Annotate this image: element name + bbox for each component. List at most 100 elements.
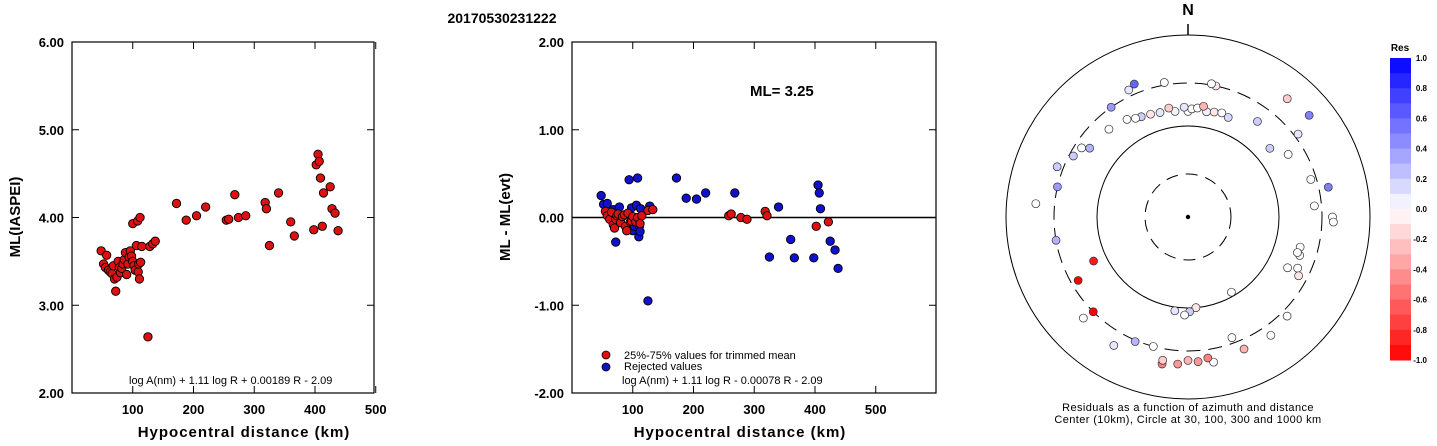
trimmed-point — [726, 209, 736, 219]
middle-x-tick-label: 300 — [743, 402, 765, 417]
left-x-tick-label: 500 — [365, 402, 387, 417]
polar-residual-point — [1282, 94, 1292, 104]
left-x-tick-label: 200 — [183, 402, 205, 417]
left-x-tick-label: 100 — [122, 402, 144, 417]
left-x-axis-label: Hypocentral distance (km) — [138, 424, 351, 441]
colorbar-cell — [1390, 118, 1411, 134]
magnitude-point — [181, 215, 191, 225]
figure-title: 20170530231222 — [447, 10, 556, 26]
polar-residual-point — [1131, 113, 1140, 123]
middle-x-axis-label: Hypocentral distance (km) — [634, 424, 847, 441]
magnitude-point — [134, 274, 145, 284]
trimmed-point — [823, 217, 834, 227]
magnitude-point — [330, 208, 340, 218]
colorbar-cell — [1390, 58, 1411, 74]
polar-residual-point — [1310, 201, 1319, 211]
middle-formula: log A(nm) + 1.11 log R - 0.00078 R - 2.0… — [622, 375, 823, 387]
north-label: N — [1182, 2, 1194, 19]
legend: 25%-75% values for trimmed mean Rejected… — [601, 350, 796, 373]
trimmed-point — [811, 221, 821, 231]
middle-y-tick-label: 0.00 — [539, 211, 564, 226]
magnitude-point — [143, 332, 153, 342]
polar-residual-point — [1227, 333, 1237, 343]
rejected-point — [624, 175, 634, 185]
middle-x-tick-label: 400 — [804, 402, 826, 417]
magnitude-point — [314, 156, 324, 166]
polar-residual-point — [1129, 79, 1139, 89]
polar-residual-point — [1266, 330, 1276, 340]
polar-residual-point — [1293, 248, 1302, 257]
magnitude-point — [135, 257, 146, 267]
polar-residual-point — [1124, 85, 1134, 95]
ring-30km — [1144, 173, 1232, 261]
magnitude-point — [111, 286, 121, 296]
polar-residual-point — [1304, 110, 1314, 120]
left-y-tick-label: 3.00 — [39, 298, 64, 313]
rejected-point — [830, 245, 840, 255]
magnitude-point — [315, 173, 326, 183]
middle-points — [596, 173, 843, 306]
polar-residual-point — [1089, 256, 1098, 266]
polar-residual-point — [1159, 78, 1169, 87]
colorbar-cell — [1390, 193, 1411, 210]
middle-x-tick-label: 200 — [683, 402, 705, 417]
polar-residual-point — [1293, 129, 1303, 139]
polar-residual-point — [1130, 337, 1140, 346]
polar-residual-point — [1085, 143, 1095, 153]
middle-y-tick-label: -2.00 — [534, 386, 564, 401]
magnitude-point — [101, 250, 112, 260]
magnitude-point — [171, 198, 182, 209]
polar-residual-point — [1265, 143, 1275, 153]
polar-residual-point — [1227, 287, 1236, 297]
rejected-point — [691, 194, 702, 204]
polar-residual-point — [1148, 342, 1158, 351]
magnitude-point — [122, 269, 132, 280]
polar-residual-point — [1183, 356, 1193, 365]
polar-caption-line2: Center (10km), Circle at 30, 100, 300 an… — [1054, 414, 1321, 426]
polar-residual-point — [1158, 355, 1168, 365]
polar-residual-point — [1170, 306, 1180, 316]
rejected-point — [671, 173, 682, 183]
colorbar-cell — [1390, 148, 1411, 165]
legend-trimmed-marker — [601, 350, 611, 360]
colorbar-title: Res — [1391, 43, 1410, 54]
magnitude-point — [150, 236, 160, 246]
magnitude-point — [333, 226, 343, 236]
magnitude-point — [137, 241, 147, 252]
trimmed-point — [635, 218, 645, 229]
rejected-point — [611, 237, 621, 247]
middle-y-axis-label: ML - ML(evt) — [497, 173, 514, 261]
colorbar-cell — [1390, 284, 1411, 301]
rejected-point — [833, 263, 843, 274]
polar-residual-point — [1180, 310, 1189, 320]
colorbar-cell — [1390, 209, 1411, 225]
rejected-point — [730, 188, 740, 198]
magnitude-point — [261, 204, 272, 214]
left-x-tick-label: 400 — [304, 402, 326, 417]
left-y-tick-label: 5.00 — [39, 123, 64, 138]
middle-y-tick-label: -1.00 — [534, 298, 564, 313]
polar-residual-point — [1173, 359, 1183, 369]
left-points — [96, 149, 343, 342]
polar-residual-point — [1294, 271, 1303, 281]
rejected-point — [596, 190, 606, 201]
polar-residual-point — [1293, 263, 1302, 273]
colorbar-label: -0.8 — [1413, 326, 1427, 335]
polar-residual-point — [1193, 357, 1203, 366]
colorbar-label: -0.2 — [1413, 235, 1427, 244]
rejected-point — [825, 236, 835, 246]
rejected-point — [764, 252, 775, 262]
magnitude-point — [289, 231, 299, 241]
left-x-ticks: 100 200 300 400 500 — [122, 42, 387, 417]
rejected-point — [813, 180, 823, 190]
polar-residual-point — [1104, 124, 1114, 134]
colorbar-label: -0.6 — [1413, 296, 1427, 305]
colorbar-label: 1.0 — [1416, 54, 1428, 63]
polar-residual-point — [1052, 162, 1062, 172]
magnitude-point — [309, 225, 319, 235]
polar-residual-point — [1209, 107, 1219, 117]
polar-residual-point — [1217, 108, 1227, 118]
magnitude-point — [191, 211, 202, 221]
polar-residual-point — [1155, 108, 1165, 117]
